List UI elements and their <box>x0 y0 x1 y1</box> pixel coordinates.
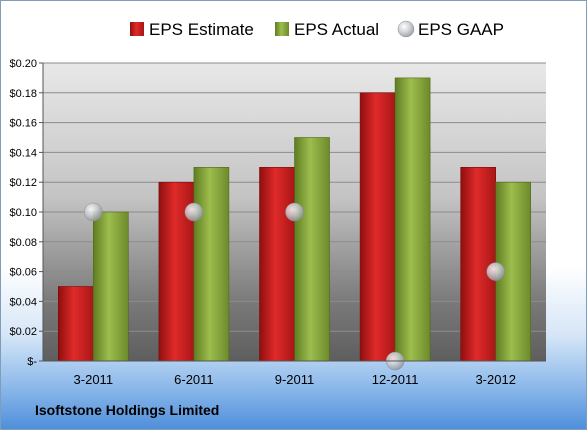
y-tick-label: $0.08 <box>9 237 37 249</box>
company-name: Isoftstone Holdings Limited <box>35 402 220 418</box>
eps-gaap-marker <box>84 202 103 222</box>
legend-estimate-label: EPS Estimate <box>149 20 254 39</box>
y-tick-label: $0.14 <box>9 147 37 159</box>
y-tick-label: $- <box>27 356 37 368</box>
eps-estimate-bar <box>259 167 295 362</box>
eps-actual-bar <box>93 211 129 362</box>
y-tick-label: $0.20 <box>9 58 37 70</box>
x-tick-label: 6-2011 <box>174 372 214 387</box>
eps-gaap-marker <box>486 262 505 281</box>
x-tick-label: 12-2011 <box>372 372 419 387</box>
legend-actual-swatch <box>275 22 289 36</box>
eps-actual-bar <box>294 137 330 362</box>
eps-estimate-bar <box>359 92 396 362</box>
eps-actual-bar <box>394 77 431 362</box>
y-tick-label: $0.10 <box>9 207 37 219</box>
y-tick-label: $0.16 <box>9 118 37 130</box>
eps-estimate-bar <box>57 286 94 362</box>
x-tick-label: 3-2011 <box>74 372 114 387</box>
y-tick-label: $0.04 <box>9 296 37 308</box>
eps-gaap-marker <box>184 202 204 222</box>
legend-actual-label: EPS Actual <box>294 20 379 39</box>
y-tick-label: $0.02 <box>9 326 37 338</box>
legend-estimate-swatch <box>130 22 144 36</box>
y-tick-label: $0.06 <box>9 267 37 279</box>
eps-gaap-marker <box>285 202 304 222</box>
eps-actual-bar <box>193 167 230 362</box>
legend-gaap-swatch <box>397 20 415 38</box>
y-tick-label: $0.18 <box>9 88 37 100</box>
x-tick-label: 9-2011 <box>275 372 315 387</box>
legend-gaap-label: EPS GAAP <box>418 20 504 39</box>
y-tick-label: $0.12 <box>9 177 37 189</box>
x-tick-label: 3-2012 <box>475 372 515 387</box>
